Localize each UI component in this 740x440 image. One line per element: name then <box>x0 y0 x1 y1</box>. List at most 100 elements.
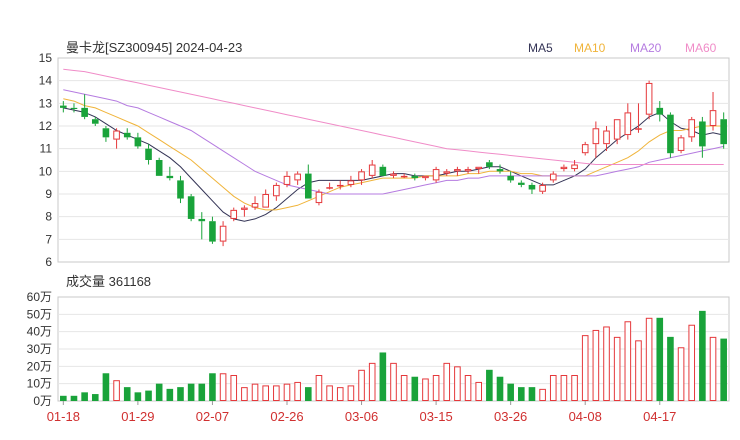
candle <box>102 126 110 142</box>
x-tick-label: 03-26 <box>494 409 527 424</box>
volume-bar <box>645 317 653 401</box>
candle <box>187 194 195 222</box>
price-y-ticks: 6 7 8 9 10 11 12 13 14 15 <box>39 51 53 269</box>
candle <box>709 92 717 131</box>
candle <box>496 164 504 174</box>
moving-average-lines <box>63 68 724 222</box>
price-y-tick: 10 <box>39 164 53 178</box>
candle <box>70 103 78 113</box>
volume-bar <box>336 387 344 401</box>
volume-bar <box>91 394 99 401</box>
volume-bar <box>518 387 525 401</box>
price-y-tick: 8 <box>45 210 52 224</box>
price-plot-frame <box>57 57 730 263</box>
ma-line-ma20 <box>63 89 724 195</box>
candle <box>645 80 653 120</box>
volume-bar <box>581 335 589 401</box>
volume-bar <box>496 376 504 401</box>
volume-bar <box>187 383 195 401</box>
volume-bar <box>486 369 493 401</box>
price-chart-title: 曼卡龙[SZ300945] 2024-04-23 <box>66 40 242 55</box>
candle <box>656 101 664 122</box>
volume-bar <box>720 338 727 401</box>
candle <box>613 119 621 145</box>
candle <box>326 182 333 190</box>
volume-bar <box>304 387 312 401</box>
volume-bar <box>624 321 632 401</box>
volume-bar <box>262 385 269 401</box>
volume-bar <box>528 387 536 401</box>
candle <box>571 160 578 172</box>
candle <box>262 189 269 208</box>
volume-bar <box>454 366 461 402</box>
candle <box>624 103 632 140</box>
price-legend: MA5 MA10 MA20 MA60 <box>528 41 717 55</box>
volume-bar <box>155 383 163 401</box>
x-tick-label: 04-08 <box>569 409 602 424</box>
x-tick-label: 01-29 <box>121 409 154 424</box>
candle <box>486 160 493 170</box>
volume-y-tick: 50万 <box>27 307 52 321</box>
candlesticks <box>60 80 727 247</box>
candle <box>454 166 461 176</box>
candle <box>113 128 120 149</box>
candle <box>379 164 387 176</box>
candle <box>518 180 525 188</box>
candle <box>177 175 184 204</box>
candle <box>358 169 365 185</box>
price-y-tick: 11 <box>40 142 53 156</box>
volume-bar <box>166 388 174 401</box>
candle <box>155 157 163 176</box>
volume-bar <box>688 324 696 402</box>
price-y-tick: 12 <box>39 119 53 133</box>
volume-bar <box>113 380 120 402</box>
candle <box>294 171 301 185</box>
candle <box>209 216 216 244</box>
candle <box>475 166 483 174</box>
volume-y-tick: 10万 <box>27 377 52 391</box>
candle <box>230 207 238 222</box>
legend-ma5: MA5 <box>528 41 553 55</box>
x-tick-label: 03-15 <box>419 409 452 424</box>
candle <box>273 182 280 201</box>
volume-bar <box>273 385 280 401</box>
volume-bar <box>592 329 600 401</box>
volume-bar <box>390 362 397 402</box>
volume-chart-title: 成交量 361168 <box>66 274 151 289</box>
volume-bar <box>70 395 78 401</box>
volume-bar <box>294 381 301 401</box>
volume-y-tick: 20万 <box>27 359 52 373</box>
volume-bar <box>198 383 206 401</box>
candle <box>134 132 142 149</box>
price-y-tick: 7 <box>45 232 52 246</box>
volume-bar <box>145 390 152 401</box>
volume-bar <box>358 369 365 401</box>
volume-bar <box>699 310 706 401</box>
volume-bar <box>251 383 259 401</box>
volume-y-tick: 0万 <box>33 394 52 408</box>
volume-bar <box>422 378 429 402</box>
candle <box>347 175 355 188</box>
candle <box>368 160 376 179</box>
candle <box>667 112 674 158</box>
legend-ma10: MA10 <box>574 41 606 55</box>
candle <box>549 171 557 183</box>
volume-bar <box>326 385 333 401</box>
ma-line-ma60 <box>63 68 724 165</box>
candle <box>528 182 536 194</box>
volume-bar <box>368 362 376 402</box>
candle <box>251 196 259 210</box>
x-tick-label: 03-06 <box>345 409 378 424</box>
candle <box>688 116 696 142</box>
volume-bar <box>411 376 419 401</box>
volume-bar <box>667 336 674 401</box>
volume-bar <box>656 317 664 401</box>
volume-bar <box>443 362 451 402</box>
volume-bar <box>134 392 142 401</box>
candle <box>198 212 206 240</box>
candle <box>507 171 514 183</box>
volume-bar <box>347 385 355 401</box>
date-x-ticks: 01-18 01-29 02-07 02-26 03-06 03-15 03-26 04-08… <box>47 401 676 424</box>
volume-bar <box>123 387 131 401</box>
